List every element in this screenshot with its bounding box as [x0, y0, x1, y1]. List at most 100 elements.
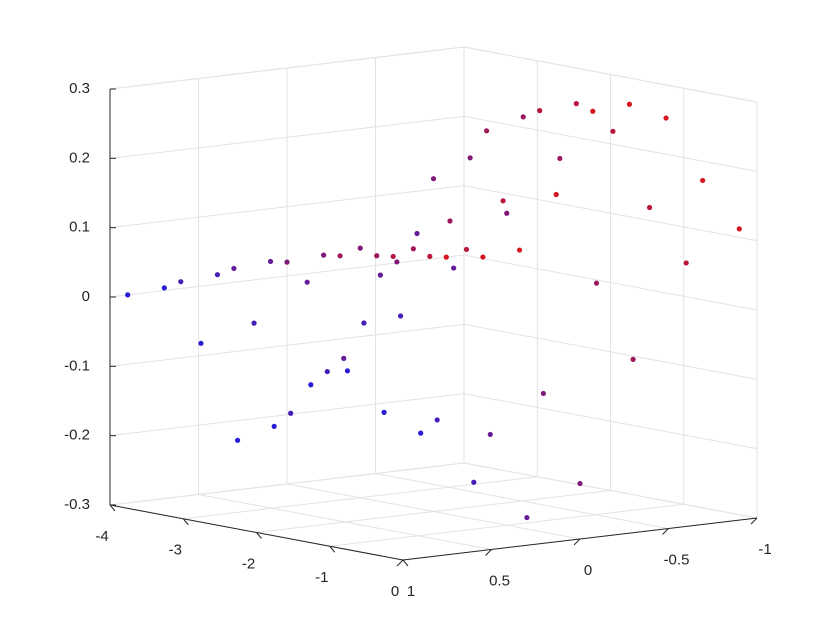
x-tick-label: -3 [169, 542, 182, 559]
point [304, 279, 310, 285]
z-tick-label: 0.1 [69, 219, 90, 236]
point [267, 258, 274, 265]
y-tick [750, 517, 758, 525]
y-tick-label: 0 [584, 562, 592, 579]
point [524, 514, 530, 521]
grid-line [463, 254, 758, 311]
x-tick [182, 518, 189, 526]
y-tick-label: -0.5 [664, 551, 690, 568]
point [646, 204, 653, 211]
y-tick-label: -1 [758, 541, 771, 558]
point [430, 176, 437, 182]
point [308, 382, 314, 388]
grid-line [375, 473, 669, 529]
grid-line [109, 462, 465, 506]
point [573, 101, 579, 107]
y-tick [396, 559, 404, 567]
point [198, 340, 204, 346]
point [324, 368, 330, 375]
x-tick [329, 545, 336, 553]
point [271, 423, 277, 429]
z-tick-label: 0 [82, 288, 90, 305]
point [357, 245, 363, 251]
point [381, 409, 387, 415]
y-tick-label: 1 [407, 583, 415, 600]
point [397, 313, 404, 319]
x-tick [402, 559, 409, 567]
point [288, 410, 294, 416]
point [321, 252, 327, 258]
point [447, 218, 453, 224]
point [480, 254, 486, 260]
point [700, 177, 706, 184]
point [414, 230, 420, 237]
point [410, 246, 416, 252]
x-tick [109, 504, 116, 512]
grid-line [109, 323, 465, 367]
point [231, 265, 237, 272]
point [178, 279, 184, 285]
point [394, 259, 400, 265]
point [590, 108, 596, 114]
x-tick [256, 532, 262, 539]
z-tick-label: -0.2 [64, 427, 90, 444]
point [234, 437, 241, 443]
grid-line [198, 494, 492, 550]
point [663, 115, 669, 121]
point [337, 253, 343, 259]
point [626, 101, 633, 107]
point [516, 247, 523, 253]
y-tick [662, 528, 669, 535]
x-tick-label: -2 [242, 555, 255, 572]
grid-line [463, 462, 758, 519]
point [390, 253, 396, 260]
point [341, 355, 347, 361]
point [630, 356, 636, 362]
point [500, 198, 506, 204]
grid-line [463, 185, 758, 242]
point [377, 272, 383, 278]
point [736, 226, 742, 232]
y-tick [573, 538, 581, 546]
point [683, 260, 689, 266]
point [577, 480, 583, 487]
point [125, 292, 131, 298]
point [427, 253, 433, 260]
point [451, 265, 457, 271]
x-tick-label: -4 [95, 528, 108, 545]
point [557, 155, 563, 162]
point [418, 430, 424, 436]
point [251, 320, 257, 326]
box-edge [463, 46, 758, 103]
box-edge [109, 46, 465, 90]
point [553, 191, 559, 198]
point [463, 246, 470, 253]
grid-line [109, 393, 465, 437]
grid-line [463, 323, 758, 380]
point [374, 253, 380, 259]
z-tick-label: 0.3 [69, 80, 90, 97]
point [467, 155, 473, 161]
y-tick [485, 549, 492, 556]
x-tick-label: 0 [391, 583, 399, 600]
y-tick-label: 0.5 [489, 572, 510, 589]
point [520, 114, 526, 120]
z-tick-label: 0.2 [69, 149, 90, 166]
grid-line [109, 185, 465, 229]
point [593, 280, 600, 286]
grid-line [286, 483, 581, 540]
grid-line [109, 115, 465, 159]
point [434, 417, 440, 423]
point [443, 254, 449, 260]
point [610, 128, 616, 134]
point [361, 320, 367, 326]
x-tick-label: -1 [315, 569, 328, 586]
grid-line [463, 115, 758, 172]
point [540, 390, 546, 397]
point [284, 259, 290, 265]
point [484, 128, 490, 134]
grid-line [109, 254, 465, 298]
point [161, 285, 167, 291]
point [344, 368, 351, 374]
